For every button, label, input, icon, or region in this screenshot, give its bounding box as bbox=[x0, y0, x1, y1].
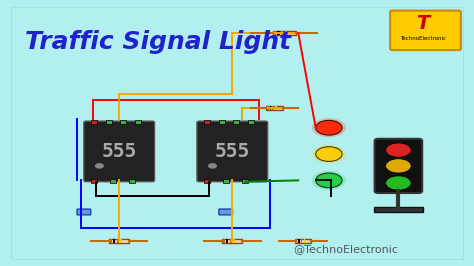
Bar bbox=[91, 120, 97, 124]
Circle shape bbox=[312, 144, 346, 164]
Bar bbox=[128, 179, 135, 183]
FancyBboxPatch shape bbox=[84, 121, 155, 182]
Bar bbox=[233, 120, 239, 124]
Bar bbox=[301, 239, 302, 243]
Circle shape bbox=[316, 120, 342, 135]
Bar bbox=[295, 239, 311, 243]
Bar bbox=[110, 179, 116, 183]
Text: @TechnoElectronic: @TechnoElectronic bbox=[293, 244, 399, 254]
Bar bbox=[219, 120, 225, 124]
Bar bbox=[204, 120, 210, 124]
Text: 555: 555 bbox=[215, 142, 250, 161]
Bar bbox=[204, 179, 210, 183]
FancyBboxPatch shape bbox=[77, 209, 91, 215]
Bar bbox=[117, 239, 118, 243]
Bar bbox=[113, 239, 115, 243]
Bar bbox=[222, 239, 242, 243]
FancyBboxPatch shape bbox=[197, 121, 268, 182]
Circle shape bbox=[312, 171, 346, 190]
Bar bbox=[109, 239, 129, 243]
Bar bbox=[233, 239, 235, 243]
Bar bbox=[273, 31, 296, 35]
Circle shape bbox=[209, 164, 216, 168]
Bar bbox=[223, 239, 225, 243]
Bar bbox=[285, 31, 287, 35]
Bar bbox=[267, 106, 269, 110]
FancyBboxPatch shape bbox=[390, 11, 461, 50]
Bar bbox=[298, 239, 300, 243]
Text: T: T bbox=[417, 14, 430, 33]
Bar bbox=[303, 239, 305, 243]
Bar bbox=[266, 106, 283, 110]
Bar bbox=[120, 239, 122, 243]
Circle shape bbox=[386, 143, 411, 157]
Bar bbox=[91, 179, 97, 183]
Bar bbox=[135, 120, 141, 124]
Bar bbox=[242, 179, 248, 183]
Circle shape bbox=[386, 159, 411, 173]
FancyBboxPatch shape bbox=[219, 209, 233, 215]
Text: 555: 555 bbox=[101, 142, 137, 161]
Bar bbox=[273, 31, 276, 35]
FancyBboxPatch shape bbox=[374, 139, 422, 193]
Bar bbox=[273, 106, 274, 110]
Bar bbox=[270, 106, 272, 110]
Bar bbox=[277, 31, 280, 35]
Bar bbox=[120, 120, 127, 124]
Bar bbox=[227, 239, 228, 243]
Bar bbox=[275, 106, 277, 110]
Text: Traffic Signal Light: Traffic Signal Light bbox=[25, 30, 291, 54]
Circle shape bbox=[312, 118, 346, 137]
Text: TechnoElectronic: TechnoElectronic bbox=[400, 36, 446, 41]
Circle shape bbox=[316, 173, 342, 188]
Bar bbox=[281, 31, 283, 35]
Bar bbox=[229, 239, 232, 243]
Bar bbox=[223, 179, 229, 183]
Circle shape bbox=[386, 176, 411, 190]
Circle shape bbox=[96, 164, 103, 168]
Bar bbox=[248, 120, 254, 124]
Bar bbox=[295, 239, 297, 243]
Bar bbox=[110, 239, 112, 243]
Bar bbox=[374, 207, 423, 212]
Bar bbox=[106, 120, 112, 124]
Circle shape bbox=[316, 147, 342, 161]
